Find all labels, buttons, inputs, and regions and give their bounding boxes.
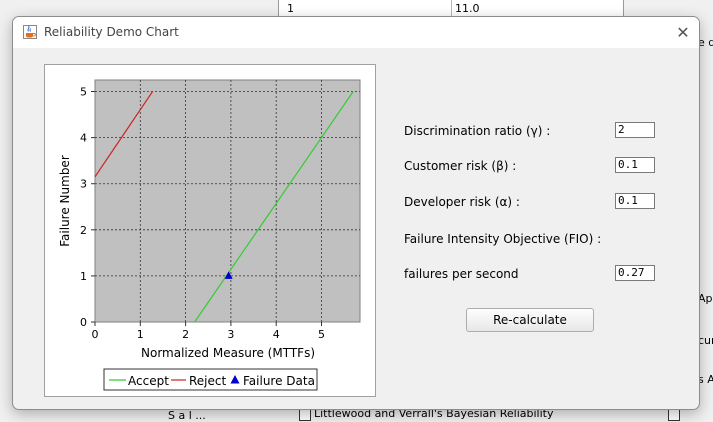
- x-tick-label: 5: [318, 328, 325, 341]
- background-checkbox[interactable]: [299, 409, 311, 421]
- fio-label: Failure Intensity Objective (FIO) :: [404, 232, 602, 246]
- background-cell-value: 11.0: [455, 2, 480, 15]
- legend-failure-data-swatch: [230, 375, 240, 384]
- background-cell-divider: [451, 0, 452, 18]
- x-axis-label: Normalized Measure (MTTFs): [141, 346, 315, 360]
- chart-legend: Accept Reject Failure Data: [103, 368, 318, 391]
- background-fragment-cura: cura: [698, 334, 713, 347]
- dialog-title: Reliability Demo Chart: [44, 25, 179, 39]
- y-tick-label: 2: [80, 224, 87, 237]
- legend-box: [103, 368, 318, 391]
- background-fragment-bottom-left: S a l ...: [168, 409, 206, 422]
- legend-reject-label: Reject: [189, 374, 226, 388]
- background-cell-index: 1: [287, 2, 294, 15]
- recalculate-button[interactable]: Re-calculate: [466, 308, 594, 332]
- x-tick-label: 0: [92, 328, 99, 341]
- failure-data-marker: [224, 271, 233, 279]
- java-cup-icon: [23, 25, 37, 39]
- legend-failure-data-label: Failure Data: [243, 374, 315, 388]
- close-button[interactable]: ✕: [676, 23, 690, 42]
- x-tick-label: 1: [137, 328, 144, 341]
- reject-line: [94, 91, 154, 178]
- chart-series: [94, 91, 354, 323]
- discrimination-ratio-input[interactable]: [615, 122, 655, 138]
- y-tick-label: 3: [80, 178, 87, 191]
- background-checkbox-right[interactable]: [668, 409, 680, 421]
- accept-line: [194, 91, 354, 323]
- customer-risk-label: Customer risk (β) :: [404, 159, 517, 173]
- background-fragment-sa: s A: [698, 373, 713, 386]
- y-tick-label: 1: [80, 270, 87, 283]
- customer-risk-input[interactable]: [615, 157, 655, 173]
- y-tick-label: 4: [80, 132, 87, 145]
- background-fragment-app: App: [698, 292, 713, 305]
- reliability-demo-dialog: Reliability Demo Chart ✕ 0 1 2 3 4 5 0 1 2 3 4 5 No…: [12, 16, 700, 410]
- chart-ticks: 0 1 2 3 4 5 0 1 2 3 4 5: [80, 86, 325, 341]
- discrimination-ratio-label: Discrimination ratio (γ) :: [404, 124, 551, 138]
- developer-risk-input[interactable]: [615, 193, 655, 209]
- dialog-titlebar[interactable]: Reliability Demo Chart ✕: [13, 17, 699, 48]
- background-fragment-right-top: e d: [698, 36, 713, 49]
- x-tick-label: 4: [273, 328, 280, 341]
- y-tick-label: 5: [80, 86, 87, 99]
- x-tick-label: 2: [182, 328, 189, 341]
- y-tick-label: 0: [80, 316, 87, 329]
- legend-accept-label: Accept: [128, 374, 169, 388]
- failures-per-second-input[interactable]: [615, 265, 655, 281]
- chart-grid: [95, 80, 360, 322]
- failures-per-second-label: failures per second: [404, 267, 519, 281]
- developer-risk-label: Developer risk (α) :: [404, 195, 520, 209]
- y-axis-label: Failure Number: [58, 155, 72, 247]
- x-tick-label: 3: [227, 328, 234, 341]
- plot-area: [94, 79, 361, 323]
